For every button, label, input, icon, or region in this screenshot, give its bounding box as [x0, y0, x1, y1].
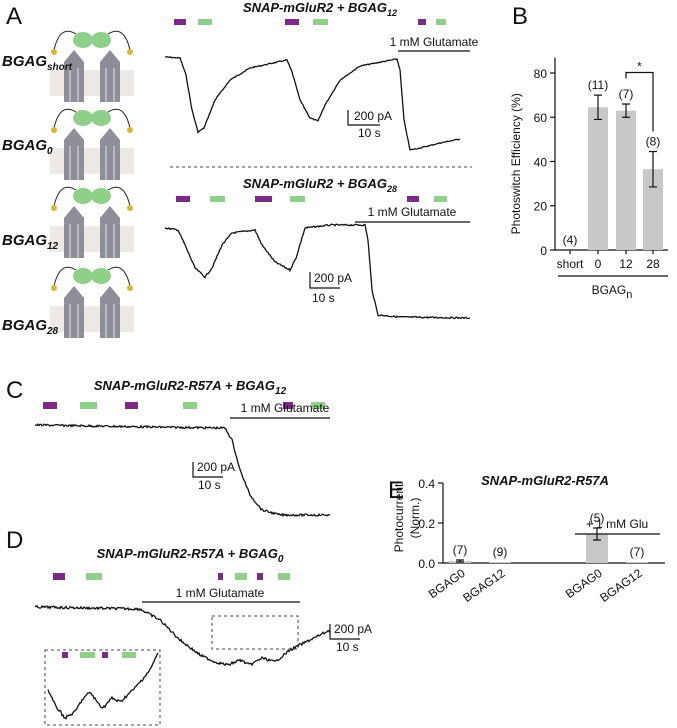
y-axis-label: Photoswitch Efficiency (%): [509, 93, 523, 234]
error-bar: [649, 150, 657, 188]
receptor-icon: [49, 108, 135, 181]
trace: [47, 652, 159, 720]
n-label: (5): [590, 511, 605, 525]
scale-current: 200 pA: [354, 109, 392, 123]
scale-current: 200 pA: [334, 622, 372, 636]
n-label: (9): [493, 545, 508, 559]
glutamate-label: 1 mM Glutamate: [241, 401, 330, 415]
x-axis-label-base: BGAG: [592, 283, 627, 297]
y-axis-label: (Norm.): [408, 498, 422, 539]
receptor-icon: [49, 266, 135, 339]
scale-time: 10 s: [312, 291, 335, 305]
x-tick-label: 0: [595, 257, 602, 271]
trace-title: SNAP-mGluR2-R57A + BGAG0: [97, 546, 284, 565]
x-tick-label: short: [557, 257, 584, 271]
trace: [164, 56, 461, 151]
x-axis-label-sub: n: [626, 289, 632, 301]
n-label: (8): [646, 135, 661, 149]
construct-label: BGAG12: [2, 232, 59, 252]
construct-label: BGAG0: [2, 137, 53, 157]
scale-time: 10 s: [336, 640, 359, 654]
scale-time: 10 s: [198, 478, 221, 492]
panel-label: B: [512, 3, 528, 30]
n-label: (7): [630, 545, 645, 559]
y-tick-label: 0.0: [418, 557, 435, 571]
bar: [489, 562, 511, 563]
y-tick-label: 60: [534, 111, 548, 125]
chart-title: SNAP-mGluR2-R57A: [481, 473, 609, 488]
trace: [34, 423, 331, 518]
bar: [626, 562, 648, 563]
panel-a: BGAGshort BGAG0 BGAG12 BGAG28 SNAP-mGluR…: [2, 0, 479, 339]
trace: [164, 223, 471, 320]
glutamate-label: 1 mM Glutamate: [176, 586, 265, 600]
bar: [616, 110, 636, 250]
scale-time: 10 s: [358, 126, 381, 140]
error-bar: [622, 103, 630, 118]
panel-label: A: [6, 3, 22, 30]
trace-title: SNAP-mGluR2 + BGAG28: [243, 176, 397, 194]
y-tick-label: 80: [534, 67, 548, 81]
glutamate-label: 1 mM Glutamate: [368, 205, 457, 219]
panel-label: E: [388, 477, 404, 504]
n-label: (11): [588, 78, 608, 92]
n-label: (7): [453, 543, 468, 557]
glutamate-label: 1 mM Glutamate: [390, 35, 479, 49]
y-tick-label: 20: [534, 200, 548, 214]
scale-current: 200 pA: [314, 271, 352, 285]
trace-title: SNAP-mGluR2-R57A + BGAG12: [94, 378, 287, 397]
panel-label: D: [6, 527, 23, 554]
bar-charts: 0 20 40 60 80 (4) short (11) 0 (7) 12 (8) 28 Photoswi…: [392, 57, 668, 605]
n-label: (7): [619, 87, 634, 101]
x-tick-label: BGAG12: [597, 566, 645, 605]
y-tick-label: 0.2: [418, 517, 435, 531]
x-axis-label: BGAGn: [592, 283, 633, 301]
construct-label: BGAG28: [2, 317, 59, 337]
receptor-icon: [49, 186, 135, 259]
n-label: (4): [563, 233, 578, 247]
bar: [586, 534, 608, 563]
panel-c: SNAP-mGluR2-R57A + BGAG12 1 mM Glutamate…: [34, 378, 331, 518]
error-bar: [456, 559, 464, 563]
trace: [34, 604, 331, 667]
panel-d: SNAP-mGluR2-R57A + BGAG0 1 mM Glutamate …: [34, 546, 372, 726]
y-tick-label: 0.4: [418, 477, 435, 491]
panel-label: C: [6, 377, 23, 404]
scale-current: 200 pA: [197, 460, 235, 474]
annotation: + 1 mM Glu: [586, 517, 648, 531]
y-tick-label: 0: [540, 244, 547, 258]
construct-label: BGAGshort: [2, 53, 73, 73]
panel-labels: A B C D E: [6, 3, 528, 554]
x-tick-label: 28: [646, 257, 660, 271]
significance-bracket: [625, 71, 654, 132]
y-axis-label: Photocurrent: [392, 483, 406, 552]
bar: [643, 169, 663, 250]
error-bar: [594, 94, 602, 121]
bar: [588, 107, 608, 250]
y-tick-label: 40: [534, 155, 548, 169]
x-tick-label: 12: [619, 257, 633, 271]
trace-title: SNAP-mGluR2 + BGAG12: [243, 0, 397, 18]
significance-mark: *: [637, 60, 642, 74]
x-tick-label: BGAG12: [460, 566, 508, 605]
